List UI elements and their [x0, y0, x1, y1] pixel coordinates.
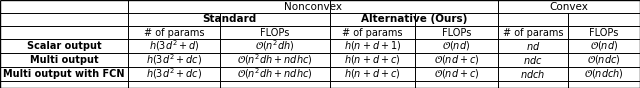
Text: $\mathcal{O}(nd+c)$: $\mathcal{O}(nd+c)$ — [434, 67, 479, 81]
Text: Multi output with FCN: Multi output with FCN — [3, 69, 125, 79]
Text: $\mathcal{O}(n^2dh+ndhc)$: $\mathcal{O}(n^2dh+ndhc)$ — [237, 53, 313, 67]
Text: $\mathcal{O}(n^2dh+ndhc)$: $\mathcal{O}(n^2dh+ndhc)$ — [237, 67, 313, 81]
Text: Multi output: Multi output — [29, 55, 99, 65]
Text: FLOPs: FLOPs — [442, 27, 471, 37]
Text: $ndch$: $ndch$ — [520, 68, 546, 80]
Text: $\mathcal{O}(ndch)$: $\mathcal{O}(ndch)$ — [584, 67, 624, 81]
Text: $nd$: $nd$ — [526, 40, 540, 52]
Text: Alternative (Ours): Alternative (Ours) — [361, 15, 467, 24]
Text: $\mathcal{O}(n^2dh)$: $\mathcal{O}(n^2dh)$ — [255, 39, 295, 53]
Text: Scalar output: Scalar output — [27, 41, 101, 51]
Text: $h(3d^2+d)$: $h(3d^2+d)$ — [148, 39, 200, 53]
Text: $\mathcal{O}(nd)$: $\mathcal{O}(nd)$ — [442, 40, 470, 53]
Text: # of params: # of params — [342, 27, 403, 37]
Text: $h(n+d+c)$: $h(n+d+c)$ — [344, 67, 401, 81]
Text: Nonconvex: Nonconvex — [284, 1, 342, 12]
Text: FLOPs: FLOPs — [260, 27, 290, 37]
Text: $\mathcal{O}(nd+c)$: $\mathcal{O}(nd+c)$ — [434, 54, 479, 67]
Text: $h(3d^2+dc)$: $h(3d^2+dc)$ — [146, 53, 202, 67]
Text: $h(n+d+c)$: $h(n+d+c)$ — [344, 54, 401, 67]
Text: $ndc$: $ndc$ — [523, 54, 543, 66]
Text: Standard: Standard — [202, 15, 256, 24]
Text: $h(n+d+1)$: $h(n+d+1)$ — [344, 40, 401, 53]
Text: $\mathcal{O}(nd)$: $\mathcal{O}(nd)$ — [590, 40, 618, 53]
Text: $h(3d^2+dc)$: $h(3d^2+dc)$ — [146, 67, 202, 81]
Text: $\mathcal{O}(ndc)$: $\mathcal{O}(ndc)$ — [587, 54, 621, 67]
Text: Convex: Convex — [550, 1, 588, 12]
Text: # of params: # of params — [144, 27, 204, 37]
Text: FLOPs: FLOPs — [589, 27, 619, 37]
Text: # of params: # of params — [503, 27, 563, 37]
